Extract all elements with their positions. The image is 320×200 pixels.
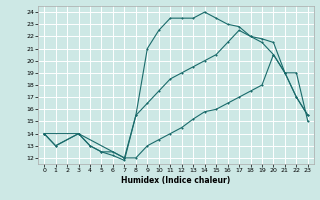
X-axis label: Humidex (Indice chaleur): Humidex (Indice chaleur): [121, 176, 231, 185]
